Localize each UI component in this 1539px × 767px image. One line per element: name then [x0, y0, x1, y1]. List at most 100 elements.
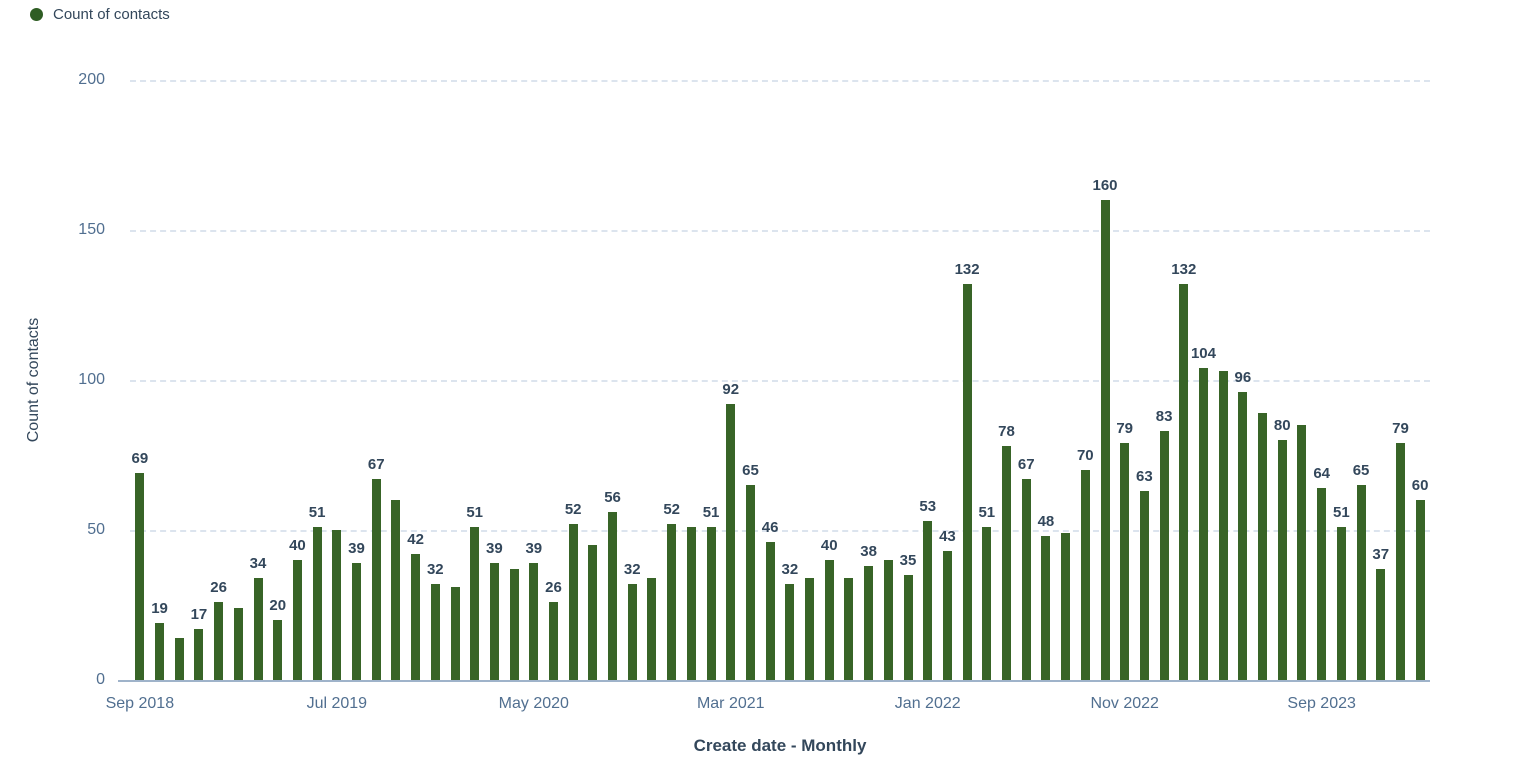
bar-value-label: 53 [919, 498, 937, 515]
bar-value-label: 40 [820, 537, 838, 554]
bar-jun-2021[interactable] [785, 584, 795, 680]
bar-jun-2022[interactable] [1021, 479, 1031, 680]
bar-mar-2020[interactable] [489, 563, 499, 680]
bar-nov-2022[interactable] [1120, 443, 1130, 680]
bar-jan-2023[interactable] [1159, 431, 1169, 680]
bar-jul-2023[interactable] [1277, 440, 1287, 680]
bar-feb-2020[interactable] [470, 527, 480, 680]
bar-feb-2023[interactable] [1179, 284, 1189, 680]
bar-nov-2018[interactable] [174, 638, 184, 680]
bar-sep-2018[interactable] [135, 473, 145, 680]
bar-dec-2023[interactable] [1376, 569, 1386, 680]
y-tick-label-0: 0 [96, 671, 105, 688]
bar-sep-2021[interactable] [844, 578, 854, 680]
bar-value-label: 51 [978, 504, 996, 521]
bar-sep-2023[interactable] [1317, 488, 1327, 680]
bar-apr-2022[interactable] [982, 527, 992, 680]
bar-nov-2019[interactable] [411, 554, 421, 680]
bar-value-label: 39 [348, 540, 365, 557]
bar-mar-2023[interactable] [1198, 368, 1208, 680]
bar-value-label: 26 [545, 579, 562, 596]
bar-value-label: 48 [1037, 513, 1055, 530]
bar-value-label: 51 [466, 504, 484, 521]
gridline-y-150 [130, 230, 1430, 232]
bar-oct-2019[interactable] [391, 500, 401, 680]
bar-feb-2022[interactable] [942, 551, 952, 680]
bar-aug-2022[interactable] [1061, 533, 1071, 680]
bar-value-label: 96 [1234, 369, 1252, 386]
bar-aug-2021[interactable] [824, 560, 834, 680]
bar-may-2023[interactable] [1238, 392, 1248, 680]
bar-oct-2021[interactable] [864, 566, 874, 680]
bar-value-label: 67 [367, 456, 385, 473]
bar-jul-2020[interactable] [568, 524, 578, 680]
bar-value-label: 80 [1273, 417, 1291, 434]
bar-jun-2019[interactable] [312, 527, 322, 680]
bar-nov-2021[interactable] [883, 560, 893, 680]
bar-sep-2019[interactable] [371, 479, 381, 680]
bar-value-label: 32 [426, 561, 444, 578]
bar-oct-2023[interactable] [1336, 527, 1346, 680]
bar-aug-2019[interactable] [352, 563, 361, 680]
legend[interactable]: Count of contacts [30, 6, 170, 23]
bar-feb-2019[interactable] [233, 608, 243, 680]
bar-aug-2023[interactable] [1297, 425, 1307, 680]
bar-may-2022[interactable] [1002, 446, 1011, 680]
bar-jun-2023[interactable] [1258, 413, 1268, 680]
bar-value-label: 46 [761, 519, 779, 536]
bar-dec-2020[interactable] [667, 524, 677, 680]
bar-value-label: 83 [1155, 408, 1173, 425]
bar-nov-2023[interactable] [1356, 485, 1366, 680]
bar-jul-2022[interactable] [1041, 536, 1051, 680]
bar-value-label: 51 [308, 504, 326, 521]
bar-may-2019[interactable] [292, 560, 302, 680]
bar-oct-2018[interactable] [155, 623, 165, 680]
bar-mar-2021[interactable] [726, 404, 736, 680]
x-tick-label-mar-2021: Mar 2021 [696, 695, 765, 712]
bar-value-label: 39 [486, 540, 503, 557]
bar-value-label: 67 [1017, 456, 1035, 473]
x-axis-line [118, 680, 1430, 682]
bar-may-2021[interactable] [765, 542, 775, 680]
bar-dec-2019[interactable] [430, 584, 440, 680]
bar-aug-2020[interactable] [588, 545, 598, 680]
bar-oct-2022[interactable] [1100, 200, 1110, 680]
gridline-y-50 [130, 530, 1430, 532]
bar-feb-2021[interactable] [706, 527, 716, 680]
bar-value-label: 65 [1352, 462, 1370, 479]
bar-value-label: 20 [269, 597, 287, 614]
bar-dec-2021[interactable] [903, 575, 913, 680]
bar-apr-2020[interactable] [509, 569, 519, 680]
bar-jul-2019[interactable] [332, 530, 342, 680]
bar-jul-2021[interactable] [805, 578, 815, 680]
bar-jun-2020[interactable] [548, 602, 558, 680]
bar-dec-2018[interactable] [194, 629, 204, 680]
bar-value-label: 63 [1136, 468, 1153, 485]
legend-series-label: Count of contacts [53, 6, 170, 23]
bar-value-label: 51 [702, 504, 720, 521]
bar-jan-2022[interactable] [923, 521, 933, 680]
bar-jan-2021[interactable] [686, 527, 696, 680]
gridline-y-100 [130, 380, 1430, 382]
bar-value-label: 69 [131, 450, 149, 467]
bar-feb-2024[interactable] [1415, 500, 1425, 680]
x-tick-label-may-2020: May 2020 [498, 695, 569, 712]
bar-value-label: 78 [998, 423, 1015, 440]
bar-jan-2019[interactable] [214, 602, 224, 680]
bar-nov-2020[interactable] [647, 578, 657, 680]
x-axis-title: Create date - Monthly [693, 736, 867, 755]
bar-mar-2019[interactable] [253, 578, 263, 680]
bar-mar-2022[interactable] [962, 284, 972, 680]
bar-apr-2021[interactable] [745, 485, 755, 680]
bar-apr-2023[interactable] [1218, 371, 1228, 680]
bar-jan-2020[interactable] [450, 587, 460, 680]
bar-value-label: 132 [954, 261, 980, 278]
bar-dec-2022[interactable] [1139, 491, 1149, 680]
bar-jan-2024[interactable] [1395, 443, 1405, 680]
bar-sep-2022[interactable] [1080, 470, 1090, 680]
bar-apr-2019[interactable] [273, 620, 283, 680]
bar-sep-2020[interactable] [608, 512, 618, 680]
bar-may-2020[interactable] [529, 563, 539, 680]
bar-value-label: 42 [407, 531, 424, 548]
bar-oct-2020[interactable] [627, 584, 637, 680]
